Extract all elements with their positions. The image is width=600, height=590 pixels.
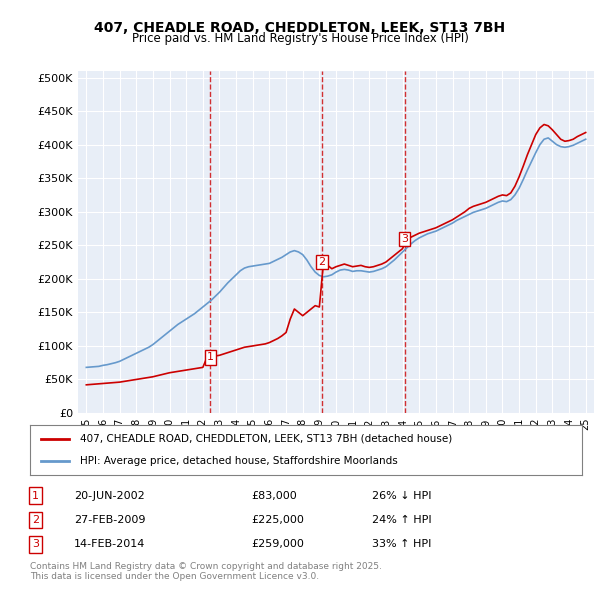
Text: 1: 1 — [207, 352, 214, 362]
Text: This data is licensed under the Open Government Licence v3.0.: This data is licensed under the Open Gov… — [30, 572, 319, 581]
Text: £259,000: £259,000 — [251, 539, 304, 549]
Text: 3: 3 — [401, 234, 408, 244]
Text: Price paid vs. HM Land Registry's House Price Index (HPI): Price paid vs. HM Land Registry's House … — [131, 32, 469, 45]
Text: 1: 1 — [32, 491, 39, 500]
Text: 3: 3 — [32, 539, 39, 549]
Text: 407, CHEADLE ROAD, CHEDDLETON, LEEK, ST13 7BH (detached house): 407, CHEADLE ROAD, CHEDDLETON, LEEK, ST1… — [80, 434, 452, 444]
Text: 14-FEB-2014: 14-FEB-2014 — [74, 539, 146, 549]
Text: 407, CHEADLE ROAD, CHEDDLETON, LEEK, ST13 7BH: 407, CHEADLE ROAD, CHEDDLETON, LEEK, ST1… — [94, 21, 506, 35]
Text: 24% ↑ HPI: 24% ↑ HPI — [372, 515, 432, 525]
Text: 33% ↑ HPI: 33% ↑ HPI — [372, 539, 431, 549]
Text: £83,000: £83,000 — [251, 491, 296, 500]
Text: £225,000: £225,000 — [251, 515, 304, 525]
Text: HPI: Average price, detached house, Staffordshire Moorlands: HPI: Average price, detached house, Staf… — [80, 456, 397, 466]
Text: 2: 2 — [32, 515, 39, 525]
Text: 20-JUN-2002: 20-JUN-2002 — [74, 491, 145, 500]
Text: Contains HM Land Registry data © Crown copyright and database right 2025.: Contains HM Land Registry data © Crown c… — [30, 562, 382, 571]
Text: 26% ↓ HPI: 26% ↓ HPI — [372, 491, 432, 500]
Text: 2: 2 — [318, 257, 325, 267]
Text: 27-FEB-2009: 27-FEB-2009 — [74, 515, 146, 525]
